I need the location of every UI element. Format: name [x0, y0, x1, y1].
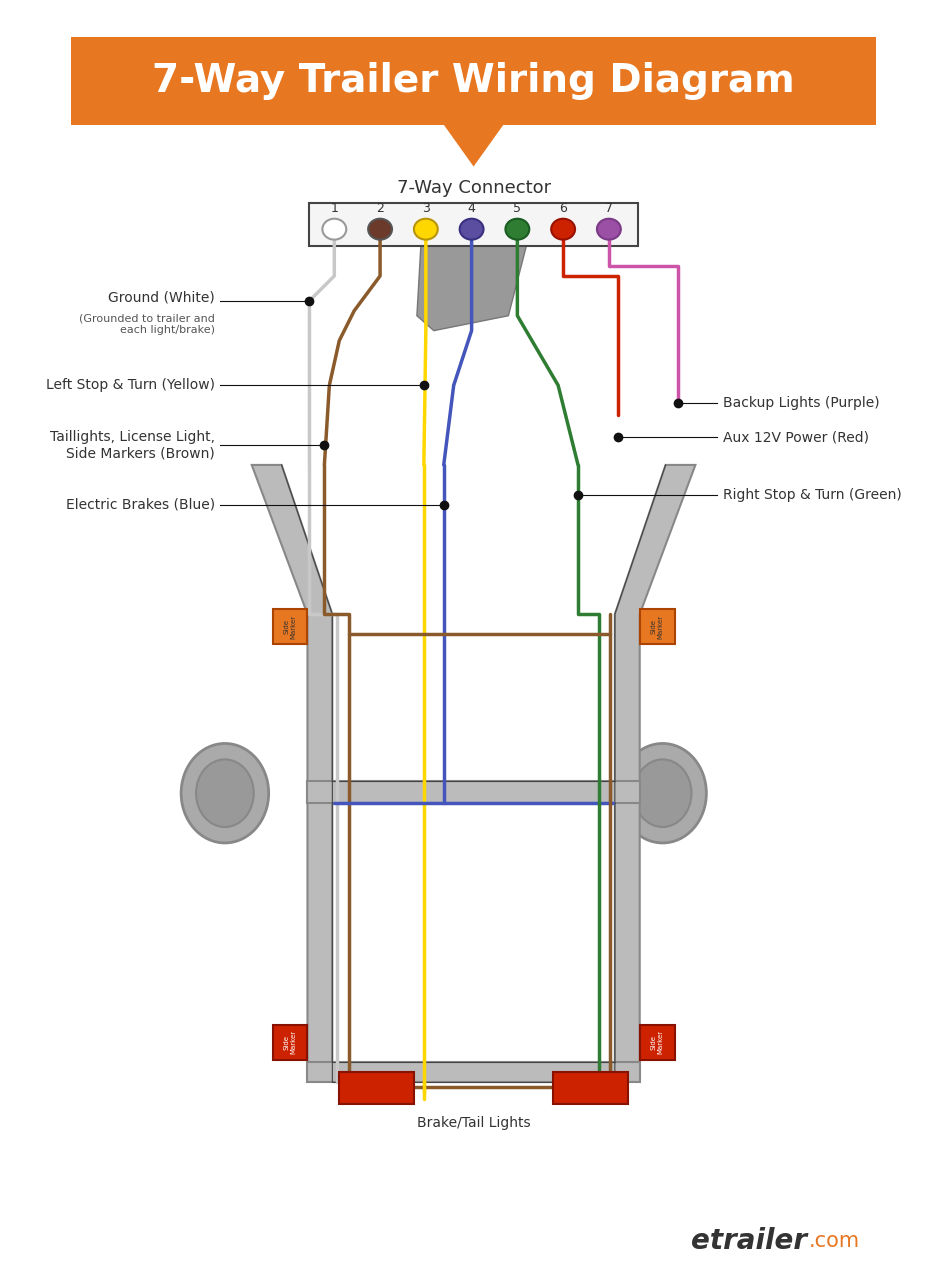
Polygon shape — [444, 125, 504, 167]
Bar — [310, 203, 637, 247]
Text: 2: 2 — [376, 202, 384, 214]
Text: 6: 6 — [560, 202, 567, 214]
Ellipse shape — [551, 218, 575, 240]
Polygon shape — [615, 465, 695, 1081]
Bar — [70, 37, 877, 125]
Bar — [639, 1025, 674, 1059]
Text: Side
Marker: Side Marker — [283, 1030, 296, 1054]
Text: 5: 5 — [513, 202, 522, 214]
Text: Aux 12V Power (Red): Aux 12V Power (Red) — [723, 430, 869, 444]
Ellipse shape — [322, 218, 346, 240]
Bar — [553, 1072, 628, 1103]
Ellipse shape — [369, 218, 392, 240]
Text: Ground (White): Ground (White) — [108, 290, 215, 304]
Ellipse shape — [634, 759, 692, 827]
Text: 1: 1 — [331, 202, 338, 214]
Ellipse shape — [505, 218, 529, 240]
Text: Backup Lights (Purple): Backup Lights (Purple) — [723, 397, 880, 411]
Text: 7-Way Connector: 7-Way Connector — [396, 180, 551, 198]
Bar — [308, 781, 639, 804]
Ellipse shape — [414, 218, 438, 240]
Text: Electric Brakes (Blue): Electric Brakes (Blue) — [66, 498, 215, 512]
Text: Right Stop & Turn (Green): Right Stop & Turn (Green) — [723, 488, 902, 502]
Text: 3: 3 — [422, 202, 429, 214]
Text: Side
Marker: Side Marker — [651, 1030, 664, 1054]
Text: 7: 7 — [605, 202, 613, 214]
Ellipse shape — [181, 743, 269, 842]
Text: 4: 4 — [467, 202, 476, 214]
Text: Side
Marker: Side Marker — [651, 615, 664, 638]
Text: Left Stop & Turn (Yellow): Left Stop & Turn (Yellow) — [46, 379, 215, 393]
Ellipse shape — [618, 743, 707, 842]
Ellipse shape — [196, 759, 254, 827]
Text: Side
Marker: Side Marker — [283, 615, 296, 638]
Text: .com: .com — [808, 1231, 860, 1251]
Text: Brake/Tail Lights: Brake/Tail Lights — [417, 1116, 530, 1130]
Bar — [308, 1062, 639, 1081]
Text: (Grounded to trailer and
each light/brake): (Grounded to trailer and each light/brak… — [79, 313, 215, 335]
Polygon shape — [252, 465, 332, 1081]
Text: etrailer: etrailer — [691, 1226, 807, 1254]
Ellipse shape — [597, 218, 620, 240]
Bar — [339, 1072, 414, 1103]
Bar — [273, 609, 308, 645]
Bar — [273, 1025, 308, 1059]
Text: 7-Way Trailer Wiring Diagram: 7-Way Trailer Wiring Diagram — [152, 62, 795, 100]
Polygon shape — [417, 247, 526, 331]
Bar — [639, 609, 674, 645]
Ellipse shape — [460, 218, 484, 240]
Text: Taillights, License Light,
Side Markers (Brown): Taillights, License Light, Side Markers … — [50, 430, 215, 460]
